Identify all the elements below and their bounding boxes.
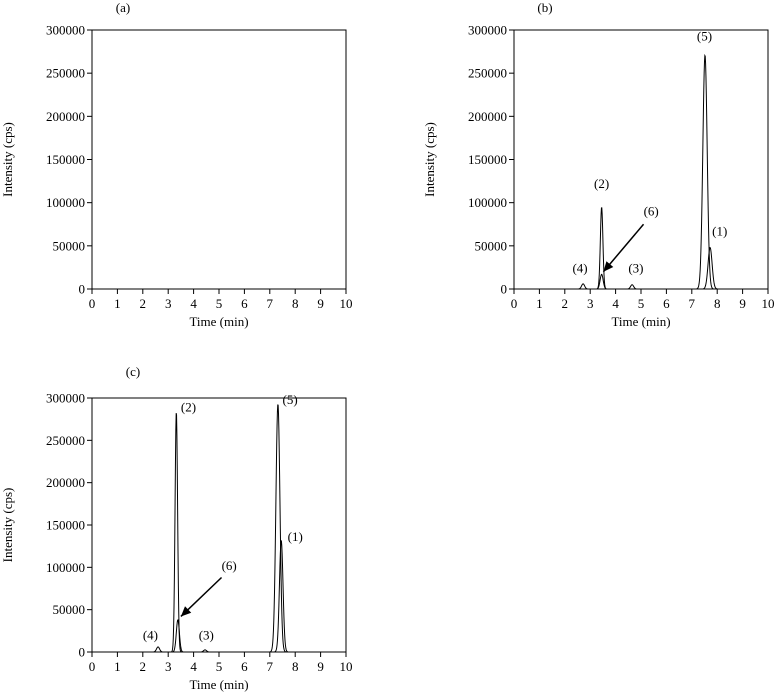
x-tick-label: 10 [762,296,775,311]
x-tick-label: 3 [165,659,172,674]
x-axis-title: Time (min) [189,314,248,329]
peak-label: (2) [594,176,609,191]
x-tick-label: 0 [511,296,518,311]
y-tick-label: 150000 [46,518,85,533]
y-tick-label: 250000 [46,66,85,81]
y-tick-label: 100000 [46,195,85,210]
peak-label: (5) [697,28,712,43]
y-tick-label: 200000 [468,109,507,124]
x-tick-label: 6 [663,296,670,311]
x-tick-label: 4 [190,659,197,674]
panel-label: (c) [126,364,140,379]
panel-label: (b) [537,0,552,15]
x-tick-label: 2 [562,296,569,311]
x-tick-label: 8 [292,296,299,311]
peak-label: (1) [288,529,303,544]
x-tick-label: 4 [612,296,619,311]
x-tick-label: 8 [292,659,299,674]
y-tick-label: 250000 [46,433,85,448]
arrow-head [603,261,614,272]
chart-panel-0: (a) 0 50000 100000 150000 200000 250000 300000 0… [0,0,353,329]
x-tick-label: 1 [114,659,121,674]
chart-panel-2: (c) 0 50000 100000 150000 200000 250000 300000 0… [0,364,353,692]
chromatogram-trace-0 [92,404,346,653]
arrow-head [180,606,192,617]
x-tick-label: 6 [241,296,248,311]
plot-frame [513,29,769,290]
y-tick-label: 0 [79,645,86,660]
peak-label: (4) [572,261,587,276]
y-tick-label: 100000 [46,560,85,575]
panel-label: (a) [116,0,130,15]
x-tick-label: 3 [165,296,172,311]
y-tick-label: 0 [501,282,508,297]
x-tick-label: 5 [216,296,223,311]
y-tick-label: 0 [79,282,86,297]
y-axis-title: Intensity (cps) [0,488,15,563]
x-tick-label: 8 [714,296,721,311]
x-tick-label: 6 [241,659,248,674]
x-tick-label: 1 [114,296,121,311]
x-tick-label: 0 [89,659,96,674]
x-tick-label: 7 [689,296,696,311]
x-tick-label: 3 [587,296,594,311]
x-tick-label: 1 [536,296,543,311]
peak-label: (4) [143,627,158,642]
chart-panel-1: (b) 0 50000 100000 150000 200000 250000 300000 0… [422,0,775,329]
y-tick-label: 300000 [46,391,85,406]
y-tick-label: 150000 [468,152,507,167]
x-tick-label: 7 [267,659,274,674]
y-tick-label: 100000 [468,195,507,210]
peak-label: (3) [628,261,643,276]
peak-label: (6) [222,558,237,573]
peak-label: (6) [644,204,659,219]
y-axis-title: Intensity (cps) [0,122,15,197]
x-tick-label: 10 [340,296,353,311]
x-tick-label: 5 [638,296,645,311]
peak-label: (1) [712,223,727,238]
x-tick-label: 9 [317,296,324,311]
x-tick-label: 5 [216,659,223,674]
chromatogram-trace-1 [92,540,346,653]
y-tick-label: 200000 [46,109,85,124]
x-tick-label: 2 [140,659,147,674]
y-tick-label: 200000 [46,475,85,490]
y-tick-label: 150000 [46,152,85,167]
x-tick-label: 9 [317,659,324,674]
y-tick-label: 250000 [468,66,507,81]
chromatogram-trace-0 [514,53,768,290]
y-tick-label: 300000 [46,23,85,38]
plot-frame [91,397,347,653]
x-axis-title: Time (min) [189,677,248,692]
y-axis-title: Intensity (cps) [422,122,437,197]
x-tick-label: 10 [340,659,353,674]
chromatogram-trace-1 [514,247,768,290]
x-tick-label: 7 [267,296,274,311]
plot-frame [91,29,347,290]
x-tick-label: 2 [140,296,147,311]
arrow-line [602,223,645,273]
peak-label: (5) [283,392,298,407]
y-tick-label: 50000 [53,602,86,617]
peak-label: (3) [199,627,214,642]
x-axis-title: Time (min) [611,314,670,329]
y-tick-label: 50000 [53,238,86,253]
peak-label: (2) [181,400,196,415]
x-tick-label: 9 [739,296,746,311]
x-tick-label: 4 [190,296,197,311]
y-tick-label: 300000 [468,23,507,38]
x-tick-label: 0 [89,296,96,311]
y-tick-label: 50000 [475,238,508,253]
